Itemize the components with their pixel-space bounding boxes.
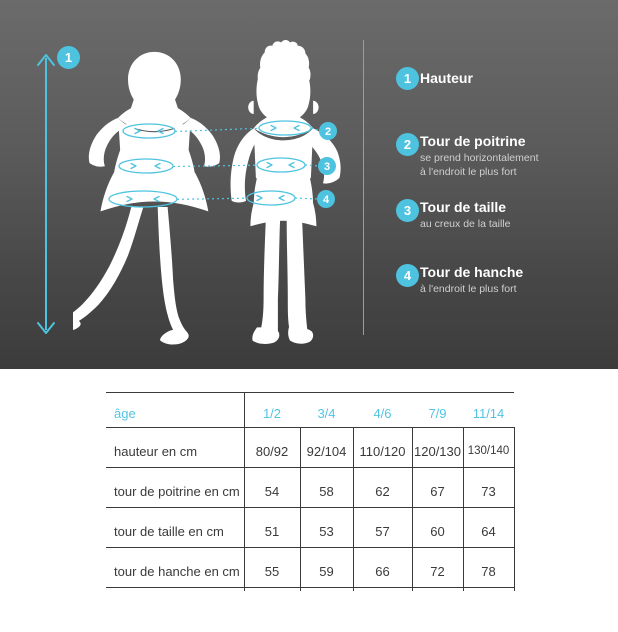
svg-text:4: 4 xyxy=(323,194,330,206)
svg-text:2: 2 xyxy=(325,126,331,138)
svg-text:3: 3 xyxy=(324,161,330,173)
